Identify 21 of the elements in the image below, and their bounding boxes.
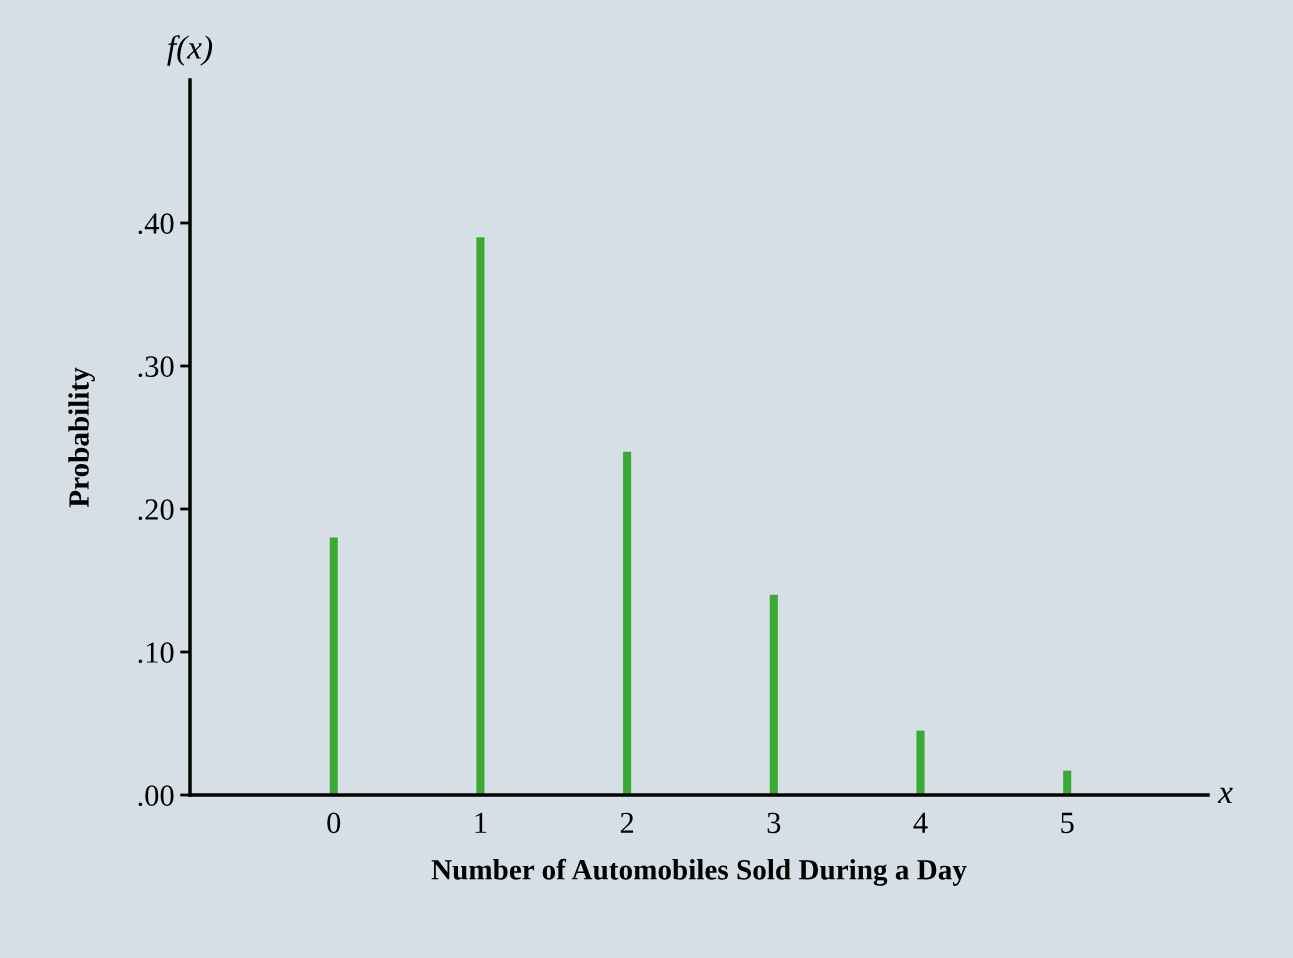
bar (916, 730, 925, 795)
y-tick-label: .40 (138, 213, 174, 235)
bar (1063, 770, 1072, 795)
bar (476, 237, 485, 795)
y-axis-title: Probability (68, 367, 95, 508)
y-tick-label: .30 (138, 356, 174, 378)
text: f(x) (167, 35, 213, 66)
y-tick-label: .00 (138, 785, 174, 807)
x-axis-title: Number of Automobiles Sold During a Day (431, 858, 967, 886)
x-tick-label: 3 (767, 812, 781, 834)
y-tick-label: .20 (138, 499, 174, 521)
y-tick-label: .10 (138, 642, 174, 664)
text: x (1217, 787, 1233, 804)
x-tick-label: 1 (475, 812, 487, 833)
x-tick-label: 5 (1061, 812, 1074, 834)
bar (623, 451, 632, 795)
x-tick-label: 0 (327, 812, 341, 834)
bar (769, 594, 778, 795)
x-tick-label: 2 (620, 812, 634, 833)
bar (329, 537, 338, 795)
x-tick-label: 4 (913, 812, 928, 833)
